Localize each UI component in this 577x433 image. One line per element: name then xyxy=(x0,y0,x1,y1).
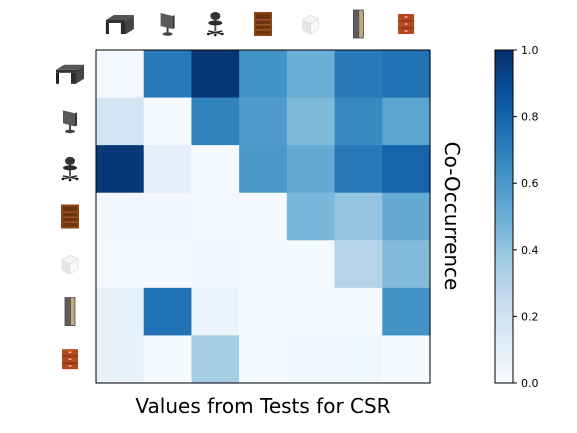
colorbar-tick-label: 0.4 xyxy=(521,244,539,257)
monitor-icon xyxy=(63,110,77,134)
colorbar-tick-label: 1.0 xyxy=(521,44,539,57)
heatmap-cell xyxy=(382,145,431,194)
heatmap-cell xyxy=(239,145,288,194)
heatmap-cell xyxy=(96,192,145,241)
heatmap-cell xyxy=(286,97,336,146)
colorbar-tick-label: 0.0 xyxy=(521,377,539,390)
drawer-cabinet-icon xyxy=(62,349,78,370)
heatmap-cell xyxy=(334,192,383,241)
desk-icon xyxy=(105,15,134,34)
white-box-icon xyxy=(61,254,79,275)
heatmap-cell xyxy=(96,145,145,194)
heatmap-cell xyxy=(334,287,383,337)
colorbar-tick-label: 0.2 xyxy=(521,310,539,323)
heatmap-cell xyxy=(143,335,193,384)
colorbar-tick-label: 0.8 xyxy=(521,111,539,124)
heatmap-cell xyxy=(286,287,336,337)
heatmap-cell xyxy=(96,335,145,384)
heatmap-cell xyxy=(143,50,193,99)
heatmap-cell xyxy=(191,50,240,99)
heatmap-cell xyxy=(143,192,193,241)
heatmap-cell xyxy=(239,335,288,384)
heatmap-cell xyxy=(96,240,145,289)
heatmap-cell xyxy=(191,192,240,241)
heatmap-cell xyxy=(191,97,240,146)
heatmap-cell xyxy=(143,287,193,337)
heatmap-cell xyxy=(286,192,336,241)
heatmap-cell xyxy=(239,287,288,337)
heatmap-cell xyxy=(286,50,336,99)
column-icons xyxy=(105,9,415,39)
heatmap-cell xyxy=(191,287,240,337)
office-chair-icon xyxy=(207,12,224,37)
colorbar-ticks: 0.0 0.2 0.4 0.6 0.8 1.0 xyxy=(513,44,539,390)
heatmap-cell xyxy=(239,240,288,289)
heatmap-cell xyxy=(96,50,145,99)
desk-icon xyxy=(56,64,84,84)
heatmap-cell xyxy=(143,145,193,194)
colorbar-tick-label: 0.6 xyxy=(521,177,539,190)
heatmap-cell xyxy=(143,240,193,289)
heatmap-frame xyxy=(95,49,431,384)
heatmap-cell xyxy=(334,335,383,384)
monitor-icon xyxy=(160,13,175,36)
heatmap-cell xyxy=(143,97,193,146)
heatmap-cell xyxy=(334,240,383,289)
tall-cabinet-icon xyxy=(64,297,76,327)
heatmap-cell xyxy=(286,240,336,289)
heatmap-cell xyxy=(191,240,240,289)
heatmap-cell xyxy=(382,240,431,289)
bookshelf-icon xyxy=(254,12,272,36)
heatmap-cell xyxy=(286,335,336,384)
x-axis-label: Values from Tests for CSR xyxy=(135,394,390,418)
heatmap-cell xyxy=(382,192,431,241)
white-box-icon xyxy=(302,14,320,35)
heatmap-cell xyxy=(191,335,240,384)
heatmap-cell xyxy=(382,335,431,384)
heatmap-cell xyxy=(96,287,145,337)
heatmap-cell xyxy=(382,287,431,337)
row-icons xyxy=(56,64,84,370)
heatmap-cell xyxy=(239,97,288,146)
heatmap-cell xyxy=(334,97,383,146)
office-chair-icon xyxy=(61,156,79,182)
colorbar xyxy=(494,49,514,384)
heatmap-cell xyxy=(334,145,383,194)
heatmap-cell xyxy=(286,145,336,194)
drawer-cabinet-icon xyxy=(398,14,415,34)
heatmap-cell xyxy=(382,97,431,146)
heatmap-cell xyxy=(239,192,288,241)
heatmap-cell xyxy=(239,50,288,99)
heatmap-cell xyxy=(191,145,240,194)
bookshelf-icon xyxy=(61,204,79,229)
heatmap-cell xyxy=(96,97,145,146)
heatmap-cell xyxy=(334,50,383,99)
heatmap-cell xyxy=(382,50,431,99)
heatmap-cells xyxy=(96,50,431,384)
y-axis-label: Co-Occurrence xyxy=(440,142,464,291)
tall-cabinet-icon xyxy=(352,9,364,39)
